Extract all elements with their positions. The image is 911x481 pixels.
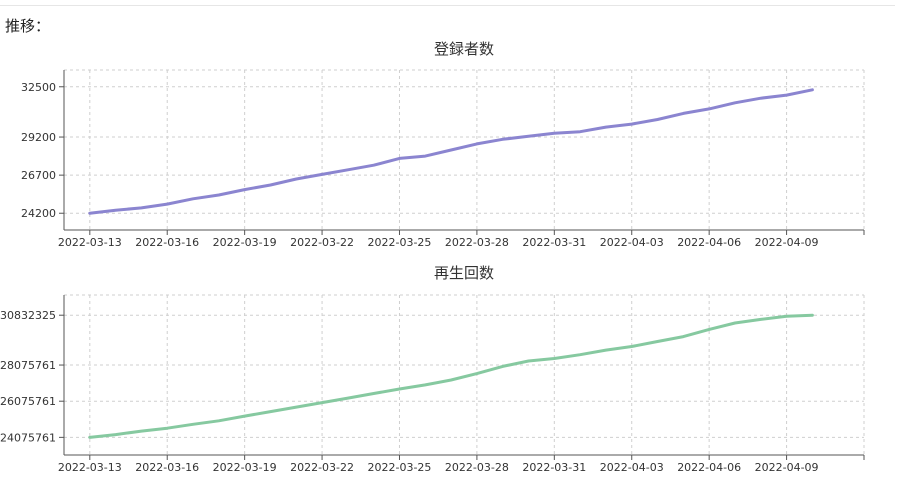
chart-1-y-tick-label: 29200	[21, 131, 56, 144]
chart-2-x-tick-label: 2022-04-03	[600, 461, 664, 474]
chart-1-x-tick-label: 2022-03-31	[522, 236, 586, 249]
chart-2-x-tick-label: 2022-03-28	[445, 461, 509, 474]
chart-1-x-tick-label: 2022-03-25	[368, 236, 432, 249]
chart-1-y-tick-label: 26700	[21, 169, 56, 182]
chart-1-x-tick-label: 2022-04-09	[755, 236, 819, 249]
chart-2-x-tick-label: 2022-03-22	[290, 461, 354, 474]
chart-2-x-tick-label: 2022-03-16	[135, 461, 199, 474]
chart-2-y-tick-label: 28075761	[0, 359, 56, 372]
chart-1-x-tick-label: 2022-04-06	[677, 236, 741, 249]
chart-2-y-tick-label: 30832325	[0, 309, 56, 322]
chart-2-title: 再生回数	[434, 264, 494, 282]
chart-1-x-tick-label: 2022-03-13	[58, 236, 122, 249]
chart-2-x-tick-label: 2022-04-09	[755, 461, 819, 474]
chart-1-x-tick-label: 2022-03-28	[445, 236, 509, 249]
chart-1-y-tick-label: 24200	[21, 207, 56, 220]
chart-2-series-line	[88, 313, 814, 439]
chart-2-x-tick-label: 2022-03-13	[58, 461, 122, 474]
chart-2-y-tick-label: 26075761	[0, 395, 56, 408]
chart-1-series-line	[88, 88, 814, 215]
section-label: 推移：	[5, 17, 51, 35]
chart-1-x-tick-label: 2022-03-19	[213, 236, 277, 249]
chart-2-x-tick-label: 2022-04-06	[677, 461, 741, 474]
chart-1-title: 登録者数	[434, 40, 494, 58]
chart-1-x-tick-label: 2022-03-22	[290, 236, 354, 249]
chart-2-x-tick-label: 2022-03-25	[368, 461, 432, 474]
chart-2-x-tick-label: 2022-03-19	[213, 461, 277, 474]
chart-1-y-tick-label: 32500	[21, 81, 56, 94]
chart-2-x-tick-label: 2022-03-31	[522, 461, 586, 474]
top-divider	[0, 5, 895, 6]
chart-1-x-tick-label: 2022-04-03	[600, 236, 664, 249]
chart-2-y-tick-label: 24075761	[0, 431, 56, 444]
chart-1-x-tick-label: 2022-03-16	[135, 236, 199, 249]
